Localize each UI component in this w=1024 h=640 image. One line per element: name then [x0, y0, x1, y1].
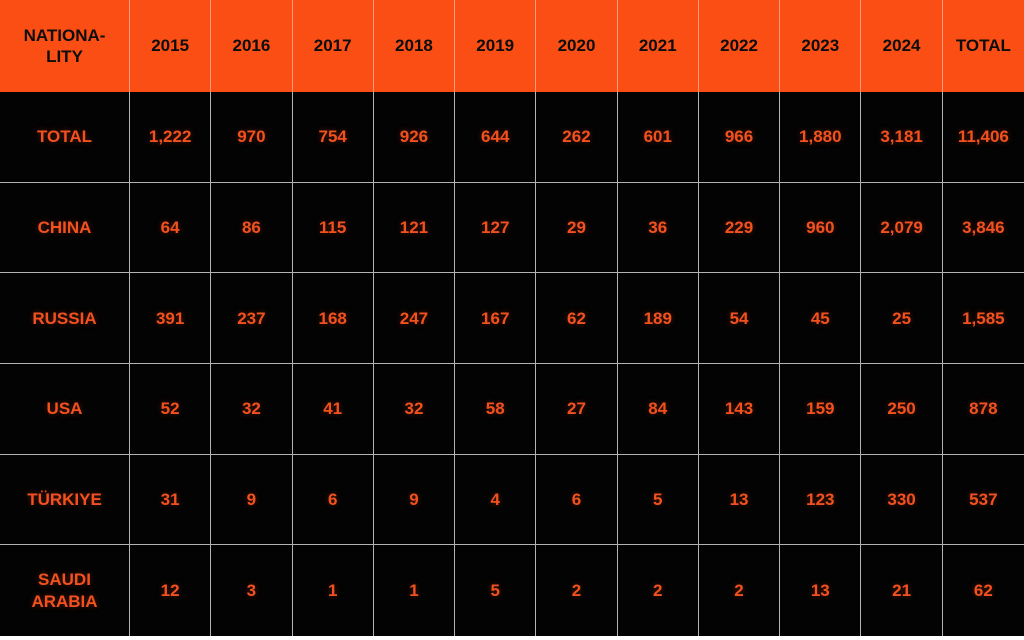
- data-cell-row-total: 1,585: [942, 273, 1024, 364]
- data-cell: 330: [861, 454, 943, 546]
- data-cell: 115: [292, 182, 374, 274]
- data-cell: 21: [861, 545, 943, 636]
- data-cell: 262: [536, 92, 618, 183]
- data-cell: 1,880: [780, 92, 862, 183]
- data-cell: 2,079: [861, 182, 943, 274]
- data-cell: 247: [373, 273, 456, 364]
- data-cell: 159: [780, 363, 862, 455]
- data-cell: 167: [455, 273, 537, 364]
- header-cell-2019: 2019: [455, 0, 537, 92]
- header-cell-2018: 2018: [373, 0, 456, 92]
- data-cell: 84: [617, 363, 699, 455]
- data-cell: 4: [455, 454, 537, 546]
- data-cell: 189: [617, 273, 699, 364]
- row-label-turkiye: TÜRKIYE: [0, 454, 130, 546]
- data-cell: 644: [455, 92, 537, 183]
- data-cell: 32: [211, 363, 293, 455]
- data-cell: 45: [780, 273, 862, 364]
- data-cell: 966: [698, 92, 781, 183]
- data-cell-row-total: 3,846: [942, 182, 1024, 274]
- header-cell-2017: 2017: [292, 0, 374, 92]
- data-cell: 52: [130, 363, 212, 455]
- data-cell: 5: [617, 454, 699, 546]
- header-cell-2024: 2024: [861, 0, 943, 92]
- data-cell: 926: [373, 92, 456, 183]
- header-cell-2020: 2020: [536, 0, 618, 92]
- header-cell-nationality: NATIONA- LITY: [0, 0, 130, 92]
- data-cell: 3: [211, 545, 293, 636]
- data-cell: 36: [617, 182, 699, 274]
- row-label-china: CHINA: [0, 182, 130, 274]
- data-cell: 970: [211, 92, 293, 183]
- data-cell: 54: [698, 273, 781, 364]
- data-cell: 168: [292, 273, 374, 364]
- data-cell: 2: [617, 545, 699, 636]
- data-cell: 5: [455, 545, 537, 636]
- data-cell: 58: [455, 363, 537, 455]
- header-cell-2023: 2023: [780, 0, 862, 92]
- data-cell: 6: [292, 454, 374, 546]
- data-cell: 237: [211, 273, 293, 364]
- data-cell: 1,222: [130, 92, 212, 183]
- data-cell: 1: [373, 545, 456, 636]
- header-cell-2015: 2015: [130, 0, 212, 92]
- row-label-russia: RUSSIA: [0, 273, 130, 364]
- header-cell-2021: 2021: [617, 0, 699, 92]
- data-cell: 143: [698, 363, 781, 455]
- data-cell: 1: [292, 545, 374, 636]
- row-label-usa: USA: [0, 363, 130, 455]
- data-cell: 2: [536, 545, 618, 636]
- data-cell: 754: [292, 92, 374, 183]
- data-cell: 12: [130, 545, 212, 636]
- row-label-saudi-arabia: SAUDI ARABIA: [0, 545, 130, 636]
- data-cell: 25: [861, 273, 943, 364]
- data-cell: 2: [698, 545, 781, 636]
- data-cell: 601: [617, 92, 699, 183]
- data-cell: 127: [455, 182, 537, 274]
- data-cell: 250: [861, 363, 943, 455]
- data-cell-row-total: 62: [942, 545, 1024, 636]
- data-cell: 123: [780, 454, 862, 546]
- data-cell: 32: [373, 363, 456, 455]
- data-cell: 6: [536, 454, 618, 546]
- data-cell: 229: [698, 182, 781, 274]
- data-cell: 29: [536, 182, 618, 274]
- header-cell-2016: 2016: [211, 0, 293, 92]
- data-cell: 41: [292, 363, 374, 455]
- data-cell: 3,181: [861, 92, 943, 183]
- bottom-edge-strip: [0, 636, 1024, 640]
- data-cell: 86: [211, 182, 293, 274]
- data-cell: 62: [536, 273, 618, 364]
- row-label-total: TOTAL: [0, 92, 130, 183]
- data-cell: 9: [211, 454, 293, 546]
- data-cell: 27: [536, 363, 618, 455]
- header-cell-total: TOTAL: [942, 0, 1024, 92]
- data-cell: 13: [780, 545, 862, 636]
- data-cell: 960: [780, 182, 862, 274]
- data-cell: 31: [130, 454, 212, 546]
- data-cell: 121: [373, 182, 456, 274]
- data-cell: 391: [130, 273, 212, 364]
- data-cell-row-total: 11,406: [942, 92, 1024, 183]
- data-cell: 64: [130, 182, 212, 274]
- data-cell-row-total: 537: [942, 454, 1024, 546]
- data-cell-row-total: 878: [942, 363, 1024, 455]
- data-cell: 13: [698, 454, 781, 546]
- header-cell-2022: 2022: [698, 0, 781, 92]
- data-cell: 9: [373, 454, 456, 546]
